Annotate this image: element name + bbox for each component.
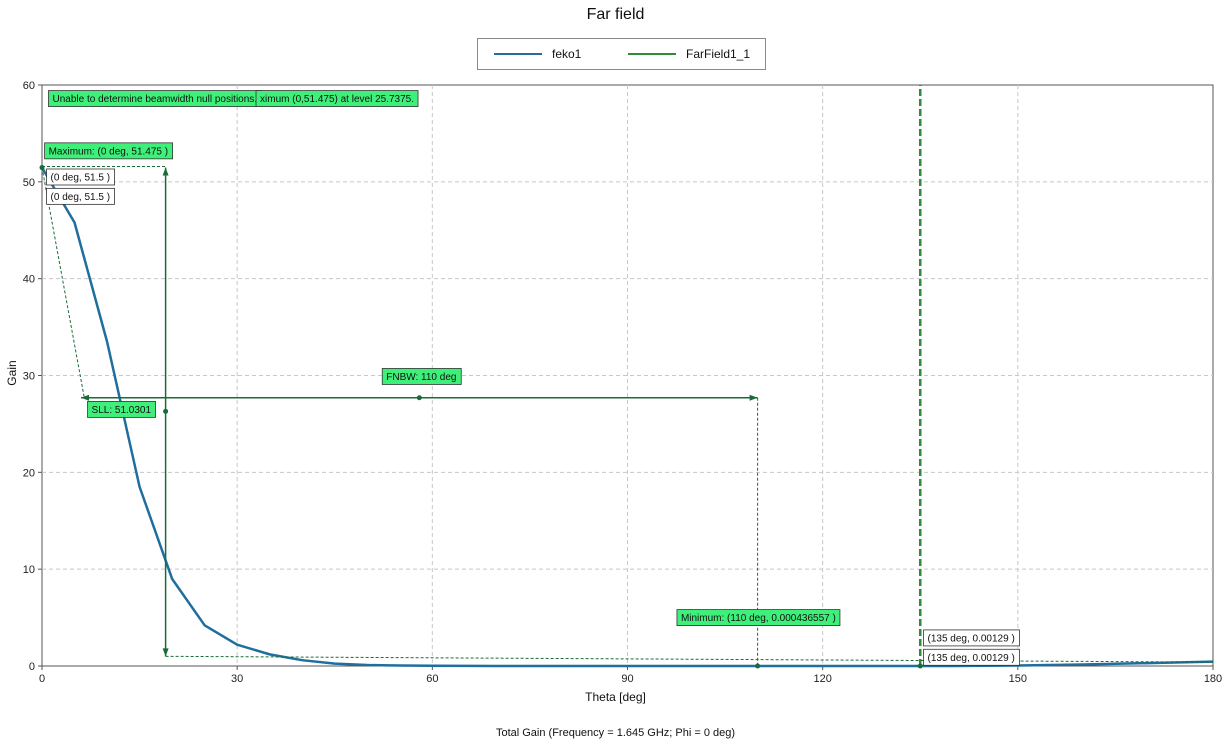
annotation-text: Unable to determine beamwidth null posit… [53, 94, 258, 105]
y-axis-label: Gain [5, 360, 19, 386]
annotation-box [255, 90, 419, 107]
legend-label-feko1: feko1 [552, 47, 582, 61]
legend-item-farfield1-1[interactable]: FarField1_1 [628, 39, 750, 69]
annotation-box [676, 609, 841, 626]
y-tick-label: 50 [23, 177, 35, 189]
annotation-text: (135 deg, 0.00129 ) [928, 633, 1015, 644]
annotation-0[interactable]: Unable to determine beamwidth null posit… [48, 90, 262, 107]
sll-midpoint [163, 408, 169, 414]
chart-title: Far field [586, 6, 645, 23]
annotation-1[interactable]: ximum (0,51.475) at level 25.7375. [255, 90, 419, 107]
legend-item-feko1[interactable]: feko1 [494, 39, 581, 69]
annotation-box [923, 648, 1020, 666]
series-layer[interactable] [40, 85, 1214, 668]
legend-swatch-feko1 [494, 53, 542, 55]
annotation-3[interactable]: (0 deg, 51.5 ) [46, 168, 115, 186]
annotation-box [46, 168, 115, 186]
sll-arrowhead-top [162, 167, 169, 176]
annotation-text: (0 deg, 51.5 ) [51, 192, 110, 203]
x-tick-label: 30 [231, 673, 243, 685]
marker-layer [39, 165, 1214, 669]
annotation-4[interactable]: (0 deg, 51.5 ) [46, 187, 115, 205]
x-axis-label: Theta [deg] [585, 690, 646, 704]
annotation-text: ximum (0,51.475) at level 25.7375. [260, 94, 414, 105]
legend-label-farfield1-1: FarField1_1 [686, 47, 751, 61]
x-tick-label: 90 [621, 673, 633, 685]
axis-ticks: 0 30 60 90 120 150 180 0 10 20 30 40 50 60 [23, 80, 1222, 685]
annotation-5[interactable]: FNBW: 110 deg [381, 368, 462, 385]
annotation-box [381, 368, 462, 385]
min-guide-line [165, 655, 1214, 663]
chart-subtitle: Total Gain (Frequency = 1.645 GHz; Phi =… [495, 727, 736, 739]
annotation-text: (0 deg, 51.5 ) [51, 172, 110, 183]
fnbw-left-guide [41, 167, 85, 398]
annotation-text: Maximum: (0 deg, 51.475 ) [49, 146, 169, 157]
x-tick-label: 60 [426, 673, 438, 685]
series-line-feko1[interactable] [40, 166, 1214, 668]
annotation-layer[interactable]: Unable to determine beamwidth null posit… [44, 90, 1020, 666]
y-tick-label: 60 [23, 80, 35, 92]
annotation-2[interactable]: Maximum: (0 deg, 51.475 ) [44, 142, 174, 160]
fnbw-midpoint [416, 395, 422, 401]
y-tick-label: 10 [23, 564, 35, 576]
x-tick-label: 0 [39, 673, 45, 685]
y-tick-label: 40 [23, 274, 35, 286]
annotation-box [923, 629, 1020, 647]
y-tick-label: 0 [29, 661, 35, 673]
y-tick-label: 30 [23, 371, 35, 383]
maximum-marker [39, 165, 45, 171]
minimum-marker [755, 663, 761, 669]
annotation-9[interactable]: (135 deg, 0.00129 ) [923, 648, 1020, 666]
annotation-8[interactable]: (135 deg, 0.00129 ) [923, 629, 1020, 647]
annotation-text: Minimum: (110 deg, 0.000436557 ) [681, 613, 836, 624]
annotation-box [46, 187, 115, 205]
annotation-text: (135 deg, 0.00129 ) [928, 653, 1015, 664]
fnbw-arrowhead-right [749, 394, 758, 401]
annotation-6[interactable]: SLL: 51.0301 [87, 400, 156, 418]
annotation-text: SLL: 51.0301 [92, 405, 152, 416]
x-tick-label: 120 [813, 673, 831, 685]
x-tick-label: 180 [1204, 673, 1222, 685]
grid [42, 85, 1213, 666]
sll-arrowhead-bottom [162, 648, 169, 657]
legend[interactable]: feko1 FarField1_1 [477, 38, 766, 70]
y-tick-label: 20 [23, 467, 35, 479]
marker-135 [917, 663, 923, 669]
annotation-text: FNBW: 110 deg [386, 372, 456, 383]
annotation-box [87, 400, 156, 418]
annotation-box [44, 142, 174, 160]
x-tick-label: 150 [1009, 673, 1027, 685]
fnbw-arrowhead-left [81, 394, 90, 401]
annotation-7[interactable]: Minimum: (110 deg, 0.000436557 ) [676, 609, 841, 626]
legend-swatch-farfield1-1 [628, 53, 676, 55]
